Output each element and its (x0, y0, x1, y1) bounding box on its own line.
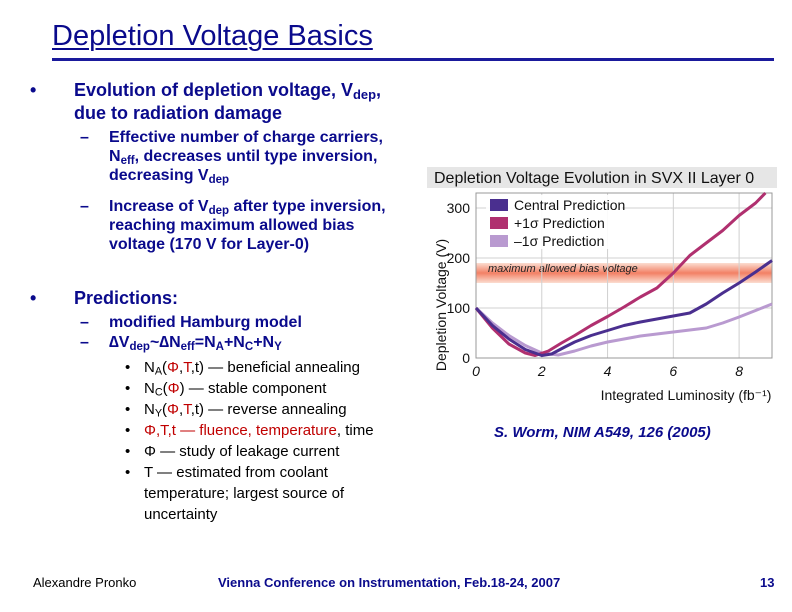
plot-frame (475, 192, 773, 359)
y-axis-label: Depletion Voltage (V) (433, 239, 449, 371)
x-tick-label: 0 (472, 363, 480, 379)
footer-author: Alexandre Pronko (33, 575, 137, 590)
x-tick-label: 4 (604, 363, 612, 379)
bullet1-text: Evolution of depletion voltage, Vdep, du… (74, 80, 382, 123)
x-tick-label: 8 (735, 363, 743, 379)
item-phi-t-t: Φ,T,t — fluence, temperature, time (144, 422, 374, 439)
x-axis-label: Integrated Luminosity (fb⁻¹) (601, 387, 772, 403)
slide-title: Depletion Voltage Basics (52, 20, 373, 52)
plot-area: maximum allowed bias voltage 0 100 200 300 0 2… (447, 191, 773, 379)
dash-marker: – (80, 198, 89, 215)
sub-bullet-vdep-increase: Increase of Vdep after type inversion, r… (109, 198, 386, 253)
x-tick-label: 6 (669, 363, 677, 379)
y-tick-label: 300 (447, 200, 471, 216)
max-bias-band (476, 263, 772, 283)
legend-swatch (490, 235, 508, 247)
bullet-marker: • (30, 288, 37, 308)
legend-swatch (490, 199, 508, 211)
chart-title: Depletion Voltage Evolution in SVX II La… (434, 170, 754, 187)
sub-bullet-neff: Effective number of charge carriers, Nef… (109, 129, 383, 186)
legend-label: Central Prediction (514, 197, 625, 213)
x-tick-label: 2 (537, 363, 546, 379)
citation: S. Worm, NIM A549, 126 (2005) (494, 424, 711, 441)
legend-label: –1σ Prediction (514, 233, 604, 249)
legend-label: +1σ Prediction (514, 215, 605, 231)
item-marker: • (125, 464, 131, 481)
bullet2-text: Predictions: (74, 288, 179, 308)
series-line-central (474, 259, 773, 357)
title-underline-rule (52, 58, 774, 61)
item-marker: • (125, 380, 131, 397)
item-nc: NC(Φ) — stable component (144, 380, 327, 399)
series-line-plus-1sigma (474, 191, 767, 357)
item-marker: • (125, 359, 131, 376)
sub-bullet-formula: ∆Vdep~∆Neff=NA+NC+NY (109, 334, 282, 353)
legend-box (486, 195, 622, 249)
depletion-voltage-chart: Depletion Voltage Evolution in SVX II La… (427, 167, 777, 403)
item-marker: • (125, 422, 131, 439)
sub-bullet-hamburg: modified Hamburg model (109, 314, 302, 331)
footer-page-number: 13 (760, 575, 775, 590)
y-tick-label: 200 (447, 250, 471, 266)
dash-marker: – (80, 129, 89, 146)
item-temperature: T — estimated from coolant temperature; … (144, 464, 345, 523)
max-bias-annotation: maximum allowed bias voltage (488, 263, 638, 275)
item-phi-leakage: Φ — study of leakage current (144, 443, 340, 460)
item-na: NA(Φ,T,t) — beneficial annealing (144, 359, 360, 378)
bullet-marker: • (30, 80, 37, 100)
y-tick-label: 100 (447, 300, 471, 316)
y-tick-label: 0 (462, 350, 470, 366)
footer-conference: Vienna Conference on Instrumentation, Fe… (218, 575, 561, 590)
dash-marker: – (80, 314, 89, 331)
item-ny: NY(Φ,T,t) — reverse annealing (144, 401, 347, 420)
series-line-minus-1sigma (474, 302, 773, 357)
item-marker: • (125, 443, 131, 460)
legend-swatch (490, 217, 508, 229)
chart-title-band (427, 167, 777, 188)
dash-marker: – (80, 334, 89, 351)
item-marker: • (125, 401, 131, 418)
